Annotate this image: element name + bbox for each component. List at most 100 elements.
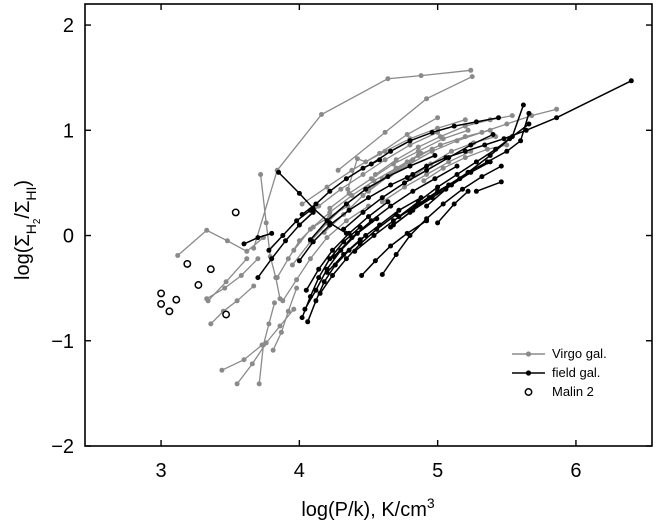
field-point: [349, 235, 355, 241]
x-tick-label: 6: [570, 460, 581, 482]
field-point: [468, 142, 474, 148]
y-tick-label: 0: [63, 226, 74, 248]
virgo-point: [244, 248, 250, 254]
field-point: [554, 115, 560, 121]
field-galaxy-1: [241, 230, 275, 247]
virgo-point: [238, 273, 244, 278]
field-point: [424, 163, 430, 169]
virgo-point: [368, 176, 374, 182]
field-point: [372, 258, 378, 264]
field-point: [330, 273, 335, 278]
virgo-point: [346, 190, 352, 196]
virgo-galaxy-4: [204, 256, 261, 302]
field-point: [432, 153, 438, 158]
field-point: [313, 287, 319, 293]
field-point: [424, 203, 430, 209]
field-point: [407, 233, 413, 238]
field-point: [449, 182, 454, 188]
field-galaxy-23: [404, 78, 634, 181]
virgo-point: [219, 367, 225, 373]
virgo-point: [324, 184, 330, 190]
field-point: [302, 306, 308, 312]
field-point: [377, 222, 383, 228]
field-point: [410, 188, 416, 194]
virgo-point: [407, 142, 413, 148]
virgo-profile-line: [258, 302, 276, 384]
field-galaxy-11: [307, 153, 438, 243]
virgo-point: [468, 67, 474, 73]
virgo-galaxy-18: [327, 127, 471, 211]
virgo-galaxy-10: [270, 285, 300, 353]
field-point: [330, 247, 335, 253]
field-point: [440, 201, 446, 207]
virgo-point: [435, 115, 441, 121]
virgo-point: [263, 220, 269, 226]
field-point: [360, 165, 366, 171]
field-point: [366, 195, 371, 201]
field-point: [324, 269, 330, 275]
virgo-point: [385, 76, 391, 82]
virgo-point: [251, 283, 257, 289]
field-point: [360, 209, 366, 215]
field-galaxy-22: [390, 159, 493, 228]
field-point: [331, 254, 337, 260]
virgo-point: [462, 134, 468, 140]
virgo-point: [424, 172, 430, 177]
field-point: [402, 180, 407, 186]
virgo-point: [462, 117, 468, 123]
field-point: [482, 142, 488, 148]
field-point: [429, 129, 435, 135]
field-profile-line: [426, 123, 530, 207]
field-point: [327, 256, 333, 262]
field-point: [241, 241, 247, 247]
virgo-point: [289, 262, 295, 268]
virgo-point: [327, 209, 333, 215]
malin2-point: [157, 289, 166, 298]
axis-ticks: 3 4 5 6 −2 −1 0 1 2: [51, 4, 652, 482]
virgo-point: [487, 127, 493, 133]
virgo-point: [382, 129, 388, 135]
field-point: [385, 199, 391, 205]
field-galaxy-8: [303, 199, 391, 293]
field-point: [269, 230, 275, 236]
virgo-point: [285, 308, 291, 314]
virgo-point: [278, 329, 284, 335]
field-point: [352, 248, 358, 254]
field-point: [366, 214, 371, 220]
virgo-point: [437, 142, 443, 148]
field-point: [269, 256, 275, 262]
field-point: [487, 153, 493, 158]
field-point: [299, 212, 305, 217]
field-point: [443, 155, 449, 161]
field-point: [296, 190, 302, 196]
field-point: [415, 199, 421, 205]
field-point: [388, 243, 394, 249]
field-point: [307, 237, 313, 243]
field-point: [435, 184, 441, 190]
field-point: [388, 148, 394, 154]
legend-field-label: field gal.: [552, 365, 600, 380]
virgo-point: [382, 157, 388, 163]
y-tick-label: 2: [63, 15, 74, 37]
virgo-point: [504, 142, 510, 148]
field-profile-line: [326, 196, 422, 273]
field-point: [341, 226, 347, 232]
field-point: [390, 222, 396, 228]
field-point: [266, 247, 272, 253]
field-point: [435, 220, 441, 226]
virgo-point: [354, 156, 360, 162]
field-profile-line: [392, 161, 491, 226]
field-point: [313, 201, 319, 207]
virgo-point: [223, 279, 229, 285]
field-point: [316, 266, 322, 272]
field-point: [479, 174, 485, 180]
virgo-point: [270, 347, 276, 353]
virgo-point: [363, 159, 369, 165]
virgo-point: [360, 193, 366, 198]
field-galaxy-18: [379, 163, 504, 277]
virgo-point: [393, 157, 399, 163]
virgo-point: [256, 381, 262, 387]
virgo-point: [415, 148, 421, 154]
field-point: [526, 121, 532, 127]
virgo-galaxy-23: [393, 127, 493, 171]
